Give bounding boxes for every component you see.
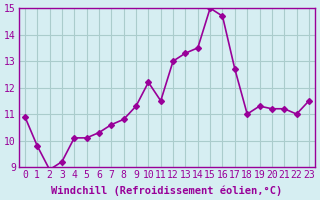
X-axis label: Windchill (Refroidissement éolien,°C): Windchill (Refroidissement éolien,°C) [51, 185, 283, 196]
